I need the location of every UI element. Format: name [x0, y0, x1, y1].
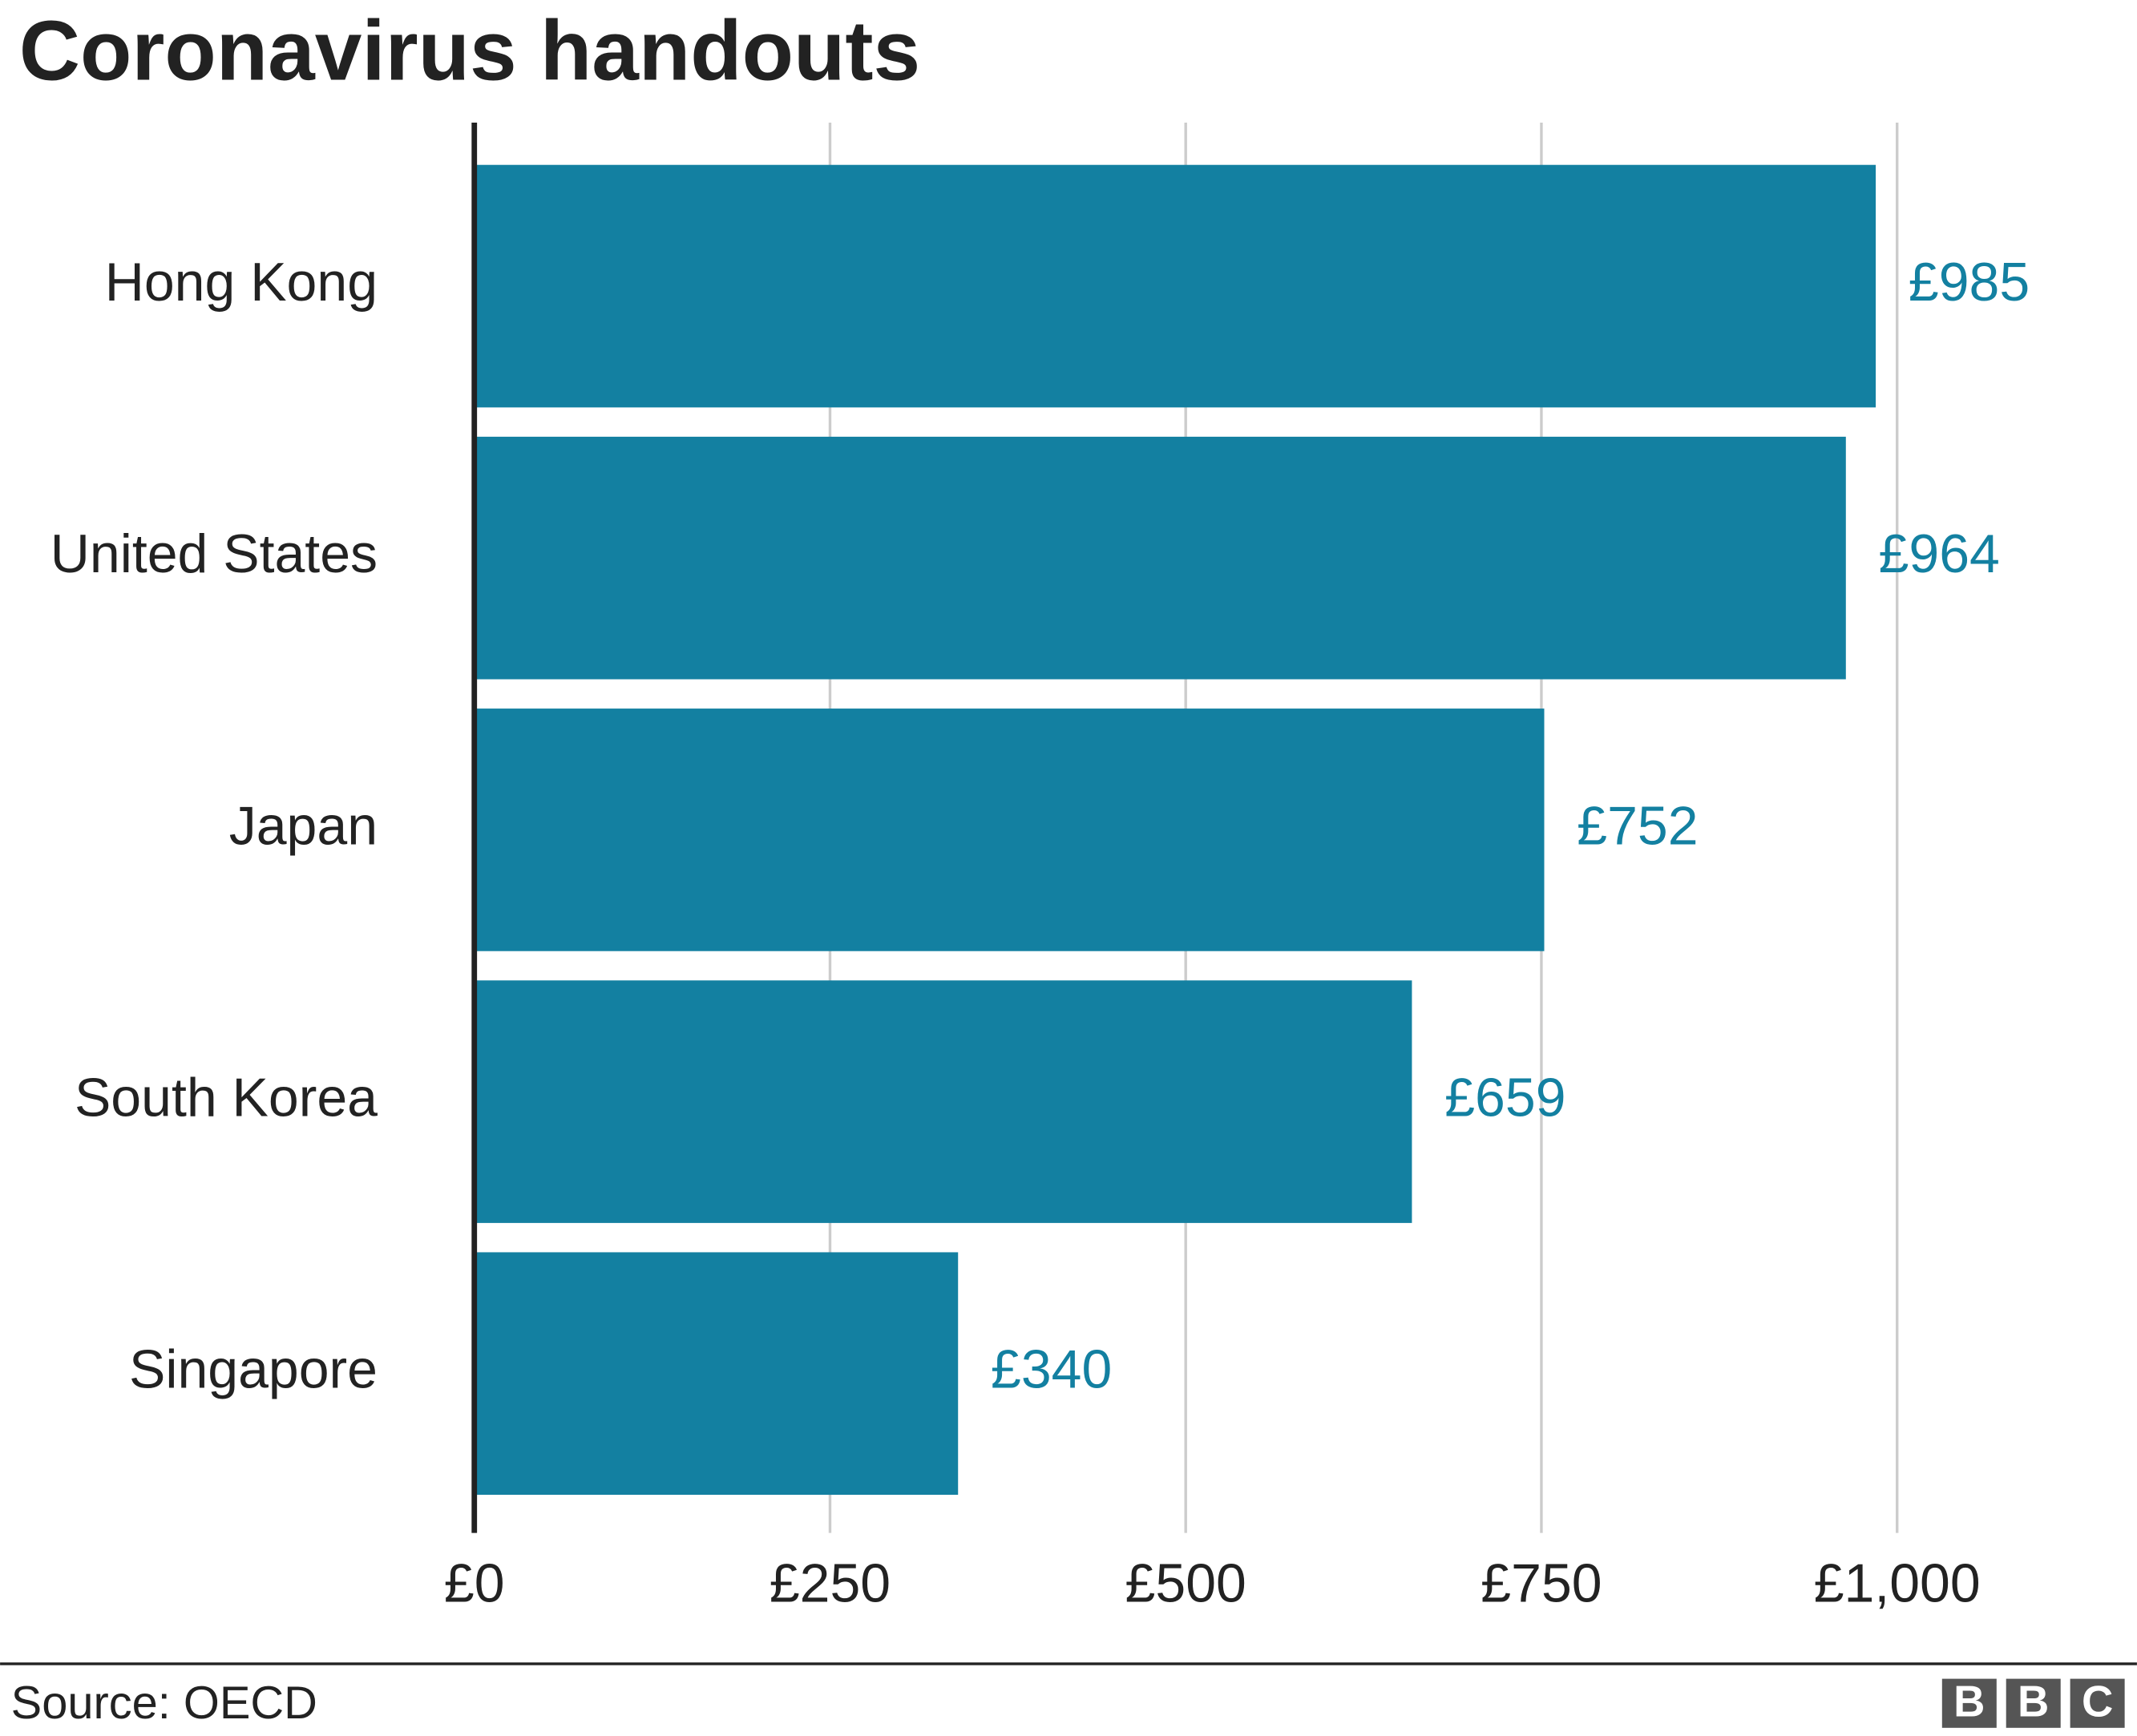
x-tick-label: £0: [444, 1553, 505, 1614]
x-tick-label: £750: [1481, 1553, 1602, 1614]
value-label: £752: [1577, 795, 1698, 856]
category-label: Singapore: [129, 1339, 378, 1400]
x-tick-label: £250: [770, 1553, 891, 1614]
value-label: £340: [991, 1339, 1112, 1400]
value-label: £964: [1879, 523, 2000, 584]
value-label: £659: [1444, 1068, 1565, 1128]
x-tick-label: £1,000: [1814, 1553, 1981, 1614]
category-label: South Korea: [75, 1068, 378, 1128]
bar: [474, 164, 1876, 408]
bar: [474, 436, 1846, 680]
logo-letter: C: [2082, 1677, 2113, 1726]
source: Source: OECD: [11, 1677, 317, 1729]
logo-box: [2006, 1678, 2061, 1728]
logo-letter: B: [1953, 1677, 1985, 1726]
category-label: Japan: [229, 795, 378, 856]
logo-box: [1941, 1678, 1997, 1728]
logo-box: [2070, 1678, 2125, 1728]
category-label: United States: [50, 523, 378, 584]
bar: [474, 980, 1412, 1223]
category-label: Hong Kong: [105, 252, 378, 313]
bar: [474, 1252, 959, 1496]
bar: [474, 709, 1545, 951]
x-tick-label: £500: [1125, 1553, 1246, 1614]
logo-letter: B: [2018, 1677, 2049, 1726]
chart-title: Coronavirus handouts: [19, 4, 920, 98]
value-label: £985: [1909, 252, 2030, 313]
